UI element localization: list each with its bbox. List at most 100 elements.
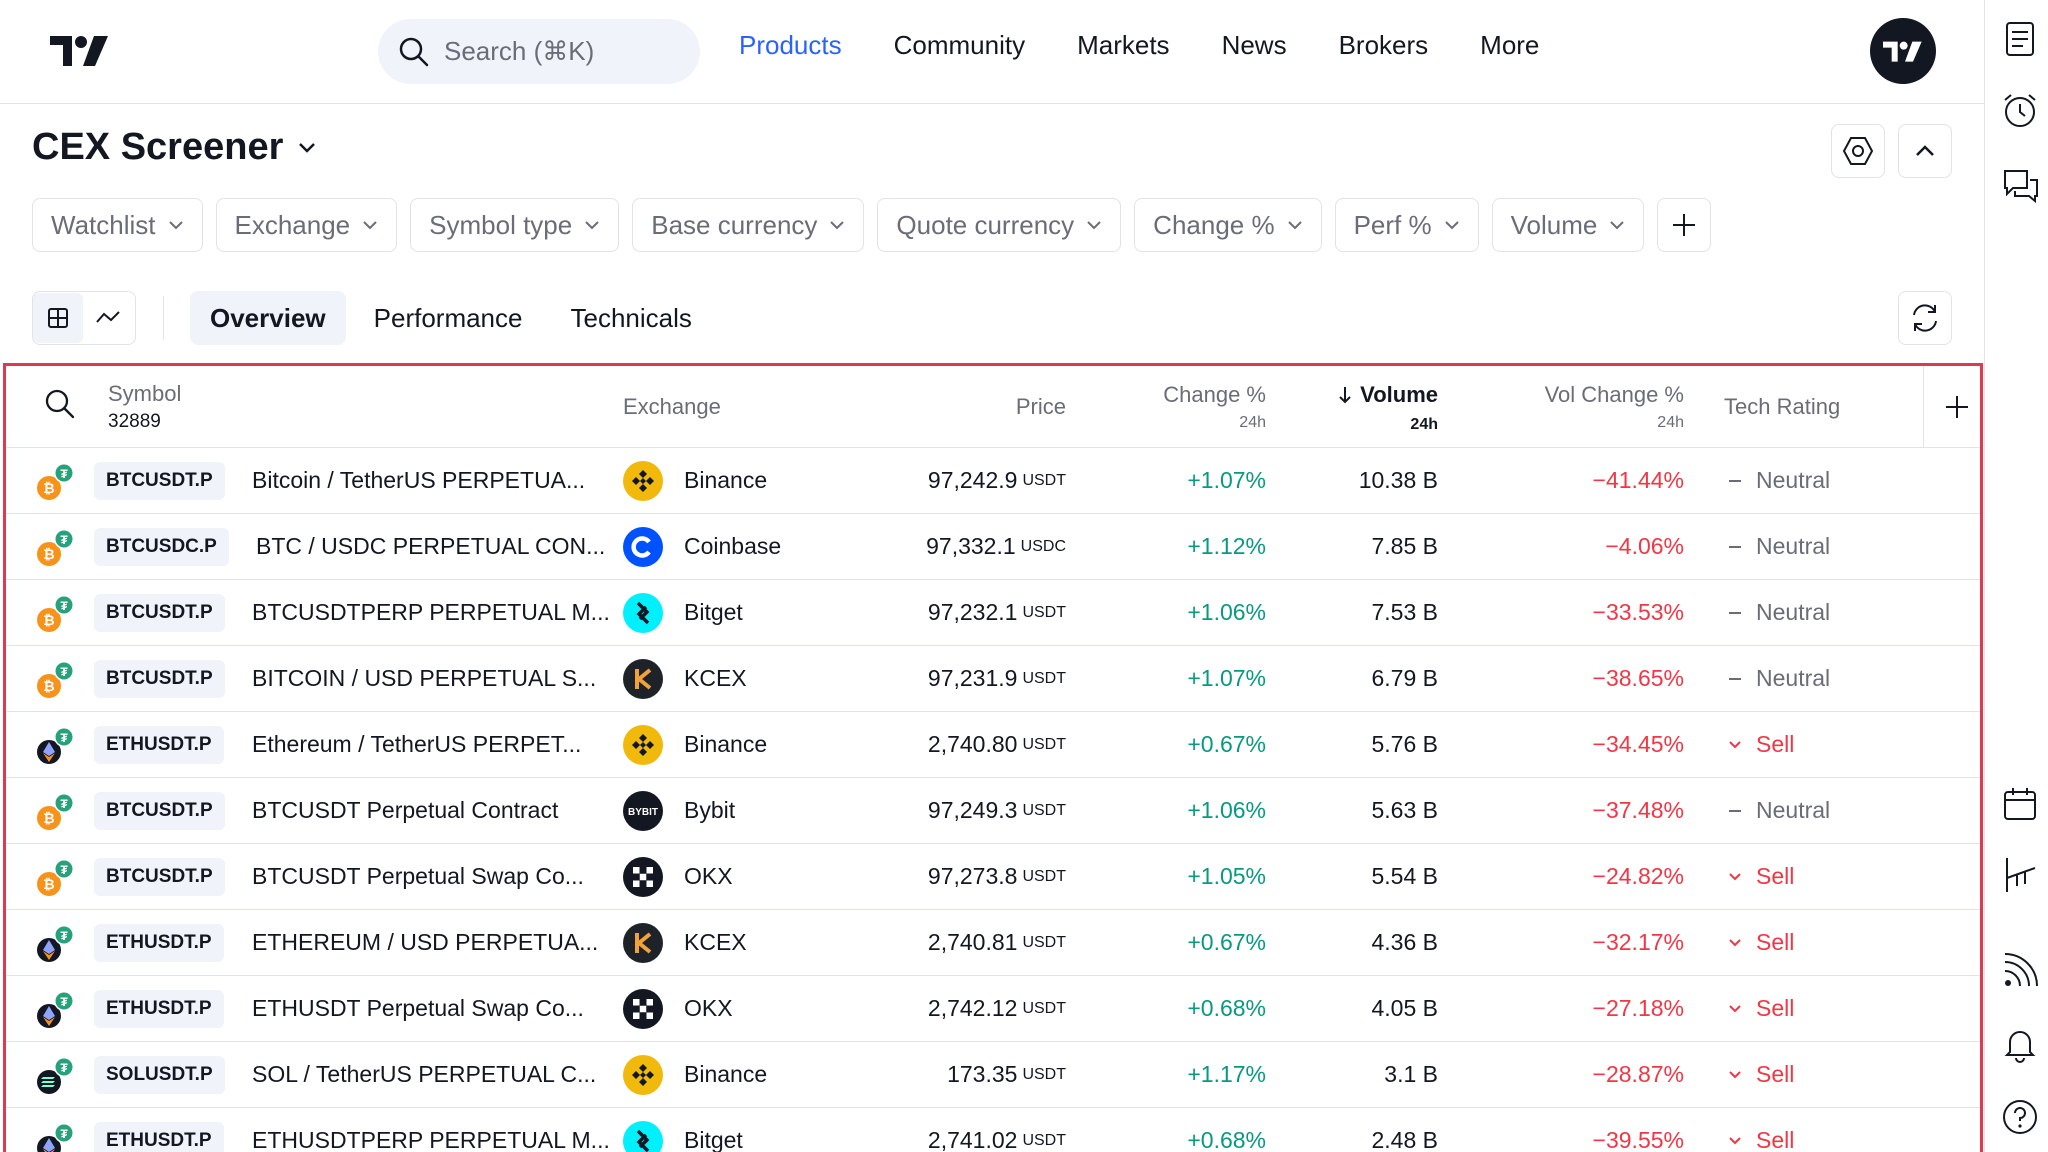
table-row[interactable]: ₮ ETHUSDT.P ETHUSDT Perpetual Swap Co... OK… — [6, 976, 1980, 1042]
exchange-name[interactable]: KCEX — [684, 665, 747, 691]
filter-change[interactable]: Change % — [1134, 198, 1322, 252]
filter-volume[interactable]: Volume — [1491, 198, 1645, 252]
refresh-button[interactable] — [1898, 291, 1952, 345]
symbol-description[interactable]: BTCUSDTPERP PERPETUAL M... — [252, 599, 610, 625]
help-icon[interactable] — [2001, 1098, 2039, 1136]
table-row[interactable]: ₮ ETHUSDT.P ETHEREUM / USD PERPETUA... KCEX… — [6, 910, 1980, 976]
column-vol-change[interactable]: Vol Change % 24h — [1446, 381, 1684, 437]
svg-text:₮: ₮ — [60, 1061, 68, 1075]
user-avatar[interactable] — [1870, 18, 1936, 84]
column-volume[interactable]: Volume 24h — [1246, 381, 1438, 439]
calendar-icon[interactable] — [2001, 785, 2039, 823]
symbol-ticker[interactable]: ETHUSDT.P — [94, 1122, 224, 1152]
tab-technicals[interactable]: Technicals — [570, 302, 692, 333]
table-row[interactable]: ₿ ₮ BTCUSDT.P BITCOIN / USD PERPETUAL S... K… — [6, 646, 1980, 712]
search-box[interactable]: Search (⌘K) — [378, 19, 700, 84]
price-unit: USDT — [1022, 999, 1066, 1017]
table-view-button[interactable] — [33, 293, 83, 343]
symbol-ticker[interactable]: ETHUSDT.P — [94, 924, 224, 962]
symbol-ticker[interactable]: BTCUSDT.P — [94, 462, 225, 500]
add-filter-button[interactable] — [1657, 198, 1712, 252]
exchange-name[interactable]: Coinbase — [684, 533, 782, 559]
symbol-description[interactable]: BTC / USDC PERPETUAL CON... — [256, 533, 606, 559]
add-column-plus-icon[interactable] — [1943, 393, 1971, 421]
symbol-ticker[interactable]: BTCUSDC.P — [94, 528, 229, 566]
exchange-name[interactable]: Binance — [684, 1061, 768, 1087]
symbol-ticker[interactable]: BTCUSDT.P — [94, 660, 225, 698]
symbol-ticker[interactable]: BTCUSDT.P — [94, 858, 225, 896]
price-cell: 173.35 USDT — [846, 1042, 1066, 1107]
filter-bar: Watchlist Exchange Symbol type Base curr… — [32, 198, 1712, 252]
price-value: 2,740.81 — [927, 929, 1018, 955]
top-header: Search (⌘K) Products Community Markets N… — [0, 0, 1984, 104]
pine-editor-icon[interactable] — [2001, 856, 2039, 894]
table-row[interactable]: ₮ ETHUSDT.P ETHUSDTPERP PERPETUAL M... Bitg… — [6, 1108, 1980, 1152]
news-feed-icon[interactable] — [2001, 952, 2039, 990]
exchange-name[interactable]: Bitget — [684, 1127, 743, 1152]
collapse-button[interactable] — [1898, 124, 1952, 178]
nav-products[interactable]: Products — [739, 30, 842, 60]
table-row[interactable]: ₮ SOLUSDT.P SOL / TetherUS PERPETUAL C... B… — [6, 1042, 1980, 1108]
table-row[interactable]: ₿ ₮ BTCUSDT.P BTCUSDTPERP PERPETUAL M... Bit… — [6, 580, 1980, 646]
symbol-description[interactable]: SOL / TetherUS PERPETUAL C... — [252, 1061, 597, 1087]
symbol-description[interactable]: BITCOIN / USD PERPETUAL S... — [252, 665, 597, 691]
nav-markets[interactable]: Markets — [1077, 30, 1170, 60]
tradingview-logo[interactable] — [50, 32, 110, 68]
nav-news[interactable]: News — [1221, 30, 1287, 60]
exchange-name[interactable]: Bitget — [684, 599, 743, 625]
exchange-name[interactable]: OKX — [684, 995, 733, 1021]
nav-brokers[interactable]: Brokers — [1338, 30, 1429, 60]
filter-exchange[interactable]: Exchange — [215, 198, 398, 252]
symbol-ticker[interactable]: BTCUSDT.P — [94, 594, 225, 632]
filter-base-currency[interactable]: Base currency — [632, 198, 865, 252]
watchlist-icon[interactable] — [2001, 20, 2039, 58]
column-tech-rating[interactable]: Tech Rating — [1724, 394, 1841, 419]
change-value: +0.68% — [1187, 1127, 1266, 1152]
filter-perf[interactable]: Perf % — [1334, 198, 1479, 252]
column-change-label: Change % — [1163, 382, 1266, 407]
symbol-ticker[interactable]: BTCUSDT.P — [94, 792, 225, 830]
settings-button[interactable] — [1831, 124, 1885, 178]
column-change[interactable]: Change % 24h — [1066, 381, 1266, 437]
symbol-description[interactable]: BTCUSDT Perpetual Swap Co... — [252, 863, 584, 889]
nav-community[interactable]: Community — [893, 30, 1026, 60]
notifications-bell-icon[interactable] — [2001, 1025, 2039, 1063]
tab-overview[interactable]: Overview — [190, 291, 346, 345]
exchange-name[interactable]: OKX — [684, 863, 733, 889]
symbol-ticker[interactable]: SOLUSDT.P — [94, 1056, 225, 1094]
screener-title[interactable]: CEX Screener — [32, 126, 317, 169]
table-row[interactable]: ₿ ₮ BTCUSDC.P BTC / USDC PERPETUAL CON... Co… — [6, 514, 1980, 580]
search-icon[interactable] — [44, 388, 76, 420]
exchange-name[interactable]: Binance — [684, 467, 768, 493]
alarm-clock-icon[interactable] — [2001, 91, 2039, 129]
symbol-description[interactable]: ETHUSDT Perpetual Swap Co... — [252, 995, 584, 1021]
column-exchange[interactable]: Exchange — [623, 394, 721, 419]
tab-performance[interactable]: Performance — [373, 302, 523, 333]
price-cell: 2,741.02 USDT — [846, 1108, 1066, 1152]
exchange-name[interactable]: KCEX — [684, 929, 747, 955]
symbol-ticker[interactable]: ETHUSDT.P — [94, 726, 224, 764]
chart-view-button[interactable] — [83, 293, 133, 343]
symbol-description[interactable]: ETHEREUM / USD PERPETUA... — [252, 929, 599, 955]
symbol-description[interactable]: Ethereum / TetherUS PERPET... — [252, 731, 582, 757]
table-row[interactable]: ₿ ₮ BTCUSDT.P BTCUSDT Perpetual Swap Co... O… — [6, 844, 1980, 910]
tech-rating-label: Sell — [1756, 1061, 1795, 1087]
table-row[interactable]: ₿ ₮ BTCUSDT.P Bitcoin / TetherUS PERPETUA..… — [6, 448, 1980, 514]
nav-more[interactable]: More — [1480, 30, 1540, 60]
column-price[interactable]: Price — [1015, 394, 1066, 419]
svg-text:₮: ₮ — [60, 995, 68, 1009]
filter-quote-currency[interactable]: Quote currency — [877, 198, 1122, 252]
svg-text:₮: ₮ — [60, 1127, 68, 1141]
table-row[interactable]: ₿ ₮ BTCUSDT.P BTCUSDT Perpetual Contract BYB… — [6, 778, 1980, 844]
exchange-name[interactable]: Bybit — [684, 797, 736, 823]
filter-symbol-type[interactable]: Symbol type — [410, 198, 620, 252]
table-row[interactable]: ₮ ETHUSDT.P Ethereum / TetherUS PERPET... B… — [6, 712, 1980, 778]
symbol-description[interactable]: ETHUSDTPERP PERPETUAL M... — [252, 1127, 610, 1152]
column-symbol[interactable]: Symbol 32889 — [108, 380, 181, 436]
symbol-description[interactable]: Bitcoin / TetherUS PERPETUA... — [252, 467, 586, 493]
symbol-description[interactable]: BTCUSDT Perpetual Contract — [252, 797, 559, 823]
chat-icon[interactable] — [2001, 166, 2039, 204]
symbol-ticker[interactable]: ETHUSDT.P — [94, 990, 224, 1028]
exchange-name[interactable]: Binance — [684, 731, 768, 757]
filter-watchlist[interactable]: Watchlist — [32, 198, 203, 252]
